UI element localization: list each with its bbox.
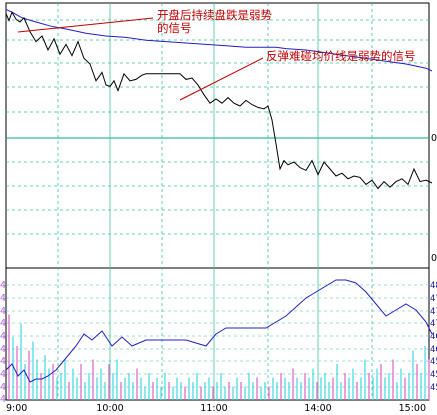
volume-axis-right-label: 46: [430, 332, 437, 342]
x-tick-label: 11:00: [200, 403, 227, 414]
volume-axis-left-label: 4: [0, 394, 6, 405]
volume-axis-left-label: 4: [0, 293, 6, 304]
annotation-2: 反弹难碰均价线是弱势的信号: [266, 49, 416, 63]
volume-axis-right-label: 45: [430, 383, 437, 393]
volume-axis-right-label: 46: [430, 345, 437, 355]
grid: [5, 2, 430, 401]
volume-panel: [5, 279, 433, 400]
volume-axis-right-label: 45: [430, 357, 437, 367]
annotations: 开盘后持续盘跌是弱势 的信号 反弹难碰均价线是弱势的信号: [157, 8, 416, 63]
volume-axis-right-label: 47: [430, 319, 437, 329]
price-line: [5, 11, 433, 190]
x-tick-label: 9:00: [6, 403, 27, 414]
volume-axis-left-label: 4: [0, 318, 6, 329]
annotation-1-arrow: [17, 17, 154, 33]
annotation-2-arrow: [179, 57, 264, 101]
volume-axis-left-label: 4: [0, 280, 6, 291]
volume-axis-left-label: 4: [0, 369, 6, 380]
x-tick-label: 15:00: [399, 403, 426, 414]
volume-axis-left-label: 4: [0, 356, 6, 367]
x-tick-label: 14:00: [304, 403, 331, 414]
x-tick-label: 10:00: [96, 403, 123, 414]
axis-labels: 9:0010:0011:0014:0015:000.0.444444444448…: [0, 133, 437, 414]
annotation-1-line1: 开盘后持续盘跌是弱势: [157, 8, 272, 22]
volume-axis-left-label: 4: [0, 382, 6, 393]
volume-axis-right-label: 47: [430, 294, 437, 304]
volume-axis-left-label: 4: [0, 331, 6, 342]
price-axis-label: 0.: [431, 253, 437, 264]
price-axis-label: 0.: [431, 133, 437, 144]
volume-axis-left-label: 4: [0, 306, 6, 317]
price-panel: [5, 8, 433, 190]
volume-average-line: [5, 279, 433, 383]
volume-axis-right-label: 48: [430, 281, 437, 291]
volume-axis-left-label: 4: [0, 344, 6, 355]
volume-axis-right-label: 47: [430, 307, 437, 317]
annotation-1-line2: 的信号: [157, 21, 192, 35]
average-price-line: [5, 8, 433, 72]
volume-axis-right-label: 45: [430, 370, 437, 380]
